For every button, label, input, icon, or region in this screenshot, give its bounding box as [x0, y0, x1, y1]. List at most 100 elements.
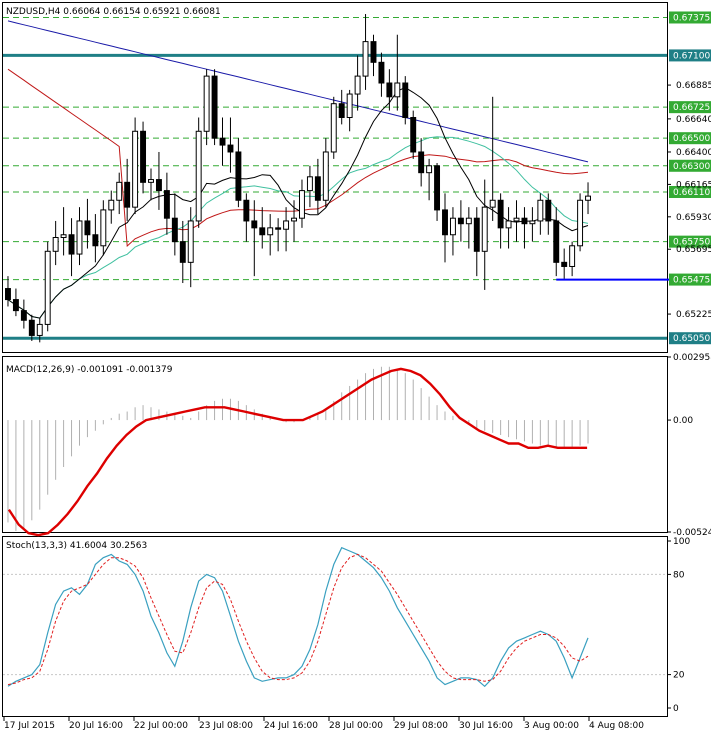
stoch-y-tick-label: 0: [673, 704, 679, 714]
candle-body: [402, 82, 409, 118]
price-level-label: 0.65475: [673, 276, 710, 286]
candle-body: [442, 209, 448, 236]
candle-body: [20, 310, 27, 321]
stoch-y-tick-label: 20: [673, 671, 685, 681]
candle-body: [179, 241, 186, 263]
price-level-label: 0.66300: [673, 162, 710, 172]
candle-body: [140, 130, 147, 183]
macd-y-tick-label: -0.005249: [673, 528, 711, 538]
macd-panel: [2, 356, 668, 533]
candle-body: [195, 130, 202, 222]
price-level-label: 0.66110: [673, 188, 710, 198]
candle-body: [235, 151, 242, 201]
black-moving-average: [7, 87, 589, 319]
price-level-tag: [669, 11, 711, 24]
candle-body: [291, 217, 297, 222]
macd-label: MACD(12,26,9) -0.001091 -0.001379: [6, 365, 173, 375]
candle-body: [457, 217, 464, 225]
candle-body: [370, 41, 377, 63]
axis-layer: 0.67375 0.67100 0.66725 0.66500 0.66300 0.661…: [3, 11, 711, 731]
y-tick-label: 0.65695: [676, 245, 711, 255]
candle-body: [60, 234, 67, 239]
macd-y-tick-label: 0.00: [673, 416, 693, 426]
candle-body: [394, 82, 401, 98]
candle-body: [171, 217, 178, 243]
price-level-tag: [669, 332, 711, 345]
candle-body: [227, 144, 234, 153]
candle-body: [243, 199, 250, 222]
candle-body: [481, 206, 488, 252]
stoch-label: Stoch(13,3,3) 41.6004 30.2563: [6, 541, 147, 551]
candle-body: [68, 234, 75, 255]
blue-moving-average: [7, 20, 589, 163]
price-level-label: 0.67375: [673, 13, 710, 23]
candle-body: [330, 103, 337, 153]
x-tick-label: 23 Jul 08:00: [199, 721, 253, 731]
candle-body: [283, 220, 290, 230]
candle-body: [163, 190, 170, 219]
candle-body: [489, 199, 496, 208]
candle-body: [378, 61, 385, 84]
price-panel: [2, 2, 668, 353]
candle-body: [251, 220, 258, 229]
candle-body: [434, 165, 441, 211]
stoch-signal-line: [7, 553, 589, 686]
x-tick-label: 4 Aug 08:00: [589, 721, 644, 731]
price-level-tag: [669, 273, 711, 286]
candle-body: [299, 190, 305, 219]
y-tick-label: 0.65930: [676, 213, 711, 223]
x-tick-label: 29 Jul 08:00: [394, 721, 448, 731]
candle-body: [561, 261, 568, 267]
candle-body: [211, 75, 218, 139]
candle-body: [116, 181, 123, 201]
candle-body: [219, 137, 226, 146]
candle-body: [44, 250, 51, 325]
candle-body: [577, 199, 584, 247]
macd-signal-line: [7, 367, 588, 537]
candle-body: [76, 220, 83, 255]
price-level-tag: [669, 235, 711, 248]
price-level-tag: [669, 101, 711, 114]
candle-body: [497, 199, 504, 229]
y-tick-label: 0.66885: [676, 81, 711, 91]
candle-body: [449, 217, 456, 236]
price-level-tag: [669, 185, 711, 198]
candle-body: [148, 179, 154, 183]
candle-body: [259, 227, 266, 236]
candle-body: [267, 227, 274, 236]
candle-body: [473, 217, 480, 252]
candle-body: [132, 130, 139, 208]
stoch-y-tick-label: 100: [673, 537, 690, 547]
x-tick-label: 20 Jul 16:00: [69, 721, 123, 731]
stoch-panel: [2, 536, 668, 717]
y-tick-label: 0.65225: [676, 310, 711, 320]
candle-body: [553, 220, 560, 263]
candle-body: [108, 199, 115, 211]
y-tick-label: 0.66165: [676, 180, 711, 190]
candle-body: [28, 319, 35, 336]
price-level-label: 0.67100: [673, 51, 710, 61]
candle-body: [84, 220, 91, 236]
y-tick-label: 0.66640: [676, 115, 711, 125]
candle-body: [12, 299, 19, 312]
red-moving-average: [7, 68, 589, 248]
candle-body: [322, 151, 329, 201]
candle-body: [346, 93, 353, 118]
x-tick-label: 24 Jul 16:00: [264, 721, 318, 731]
candle-body: [124, 181, 131, 208]
symbol-header: NZDUSD,H4 0.66064 0.66154 0.65921 0.6608…: [6, 7, 221, 17]
candle-body: [203, 75, 210, 132]
x-tick-label: 17 Jul 2015: [4, 721, 55, 731]
candle-body: [386, 82, 393, 98]
candle-body: [275, 227, 282, 230]
candle-body: [306, 176, 313, 192]
candle-body: [465, 217, 472, 225]
candle-body: [537, 199, 544, 222]
candle-body: [513, 217, 520, 222]
x-tick-label: 22 Jul 00:00: [134, 721, 188, 731]
candle-body: [100, 209, 107, 247]
candle-body: [521, 217, 528, 225]
candle-body: [426, 165, 433, 174]
